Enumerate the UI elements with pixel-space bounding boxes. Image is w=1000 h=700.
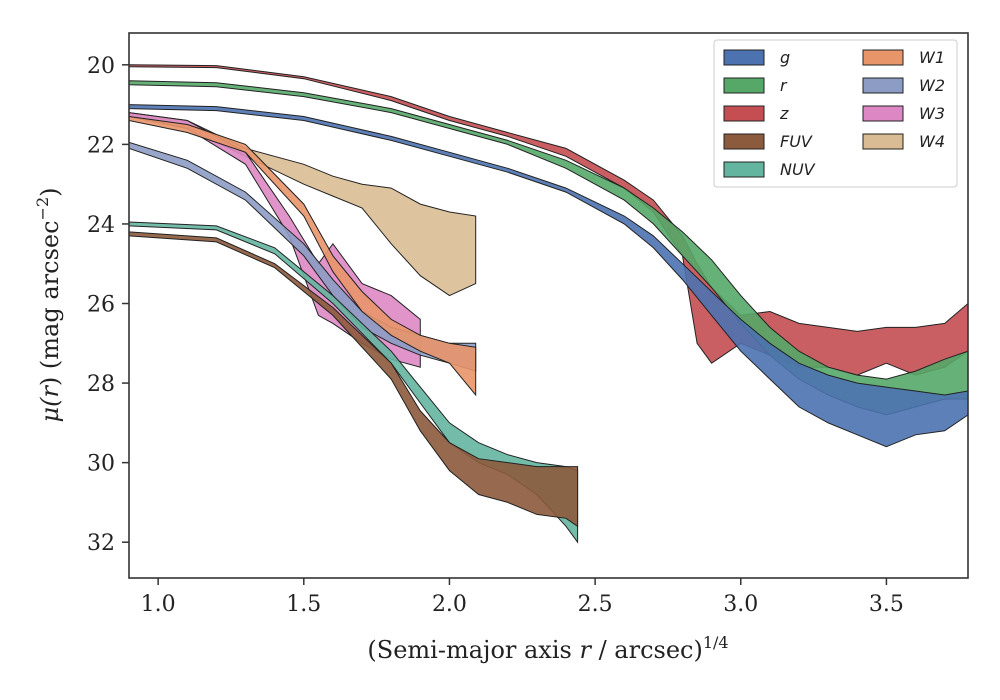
legend-label-nuv: NUV: [780, 160, 816, 179]
y-tick-label: 32: [87, 531, 115, 556]
legend-label-w1: W1: [919, 48, 945, 67]
legend-swatch-r: [723, 77, 765, 94]
legend-swatch-w3: [862, 105, 904, 122]
legend-swatch-fuv: [723, 133, 765, 150]
plot-frame: [128, 32, 969, 579]
x-axis-ticks: 1.0 1.5 2.0 2.5 3.0 3.5: [141, 578, 904, 617]
x-tick-label: 2.5: [578, 592, 613, 617]
legend-label-fuv: FUV: [780, 132, 813, 151]
legend: grz FUV NUV W1 W2 W3 W4: [713, 39, 958, 188]
y-tick-label: 20: [87, 54, 115, 79]
y-tick-label: 24: [87, 213, 115, 238]
legend-swatch-w4: [862, 133, 904, 150]
series-layer: [129, 64, 968, 544]
y-tick-label: 26: [87, 293, 115, 318]
legend-swatch-w1: [862, 49, 904, 66]
x-tick-label: 1.0: [141, 592, 176, 617]
legend-swatch-nuv: [723, 161, 765, 178]
series-band-fuv: [129, 231, 579, 528]
legend-swatch-w2: [862, 77, 904, 94]
series-band-g: [129, 104, 968, 448]
x-tick-label: 2.0: [432, 592, 467, 617]
x-axis-label: (Semi-major axis r / arcsec)1/4: [367, 633, 728, 664]
legend-box: [713, 39, 958, 188]
x-tick-label: 3.5: [869, 592, 904, 617]
series-band-nuv: [129, 221, 579, 544]
y-tick-label: 22: [87, 133, 115, 158]
legend-label-z: z: [779, 104, 789, 123]
legend-label-g: g: [780, 48, 790, 67]
x-tick-label: 3.0: [723, 592, 758, 617]
series-band-z: [129, 64, 968, 376]
y-tick-label: 30: [87, 452, 115, 477]
y-axis-label: μ(r) (mag arcsec−2): [33, 187, 64, 422]
y-axis-ticks: 20 22 24 26 28 30 32: [87, 54, 129, 556]
legend-label-w3: W3: [919, 104, 945, 123]
y-tick-label: 28: [87, 372, 115, 397]
series-band-w1: [129, 115, 477, 397]
legend-label-w4: W4: [919, 132, 945, 151]
series-band-r: [129, 80, 968, 416]
legend-label-w2: W2: [919, 76, 945, 95]
legend-swatch-g: [723, 49, 765, 66]
x-tick-label: 1.5: [286, 592, 321, 617]
legend-swatch-z: [723, 105, 765, 122]
legend-label-r: r: [780, 76, 788, 95]
